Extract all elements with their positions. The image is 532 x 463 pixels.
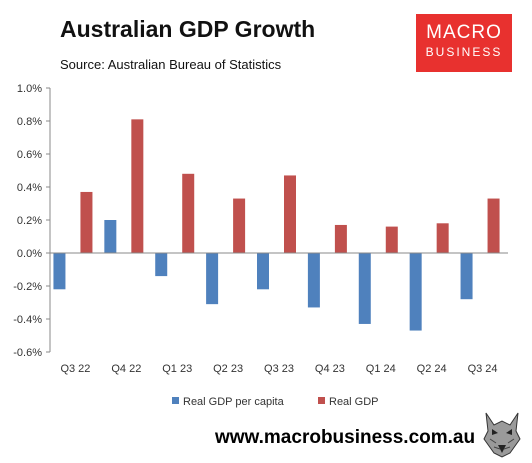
bar-real-gdp [80,191,93,253]
bar-real-gdp [284,175,296,253]
wolf-icon [480,409,524,459]
x-tick-label: Q2 23 [213,363,243,375]
bar-real-gdp [385,226,398,253]
bar-real-gdp-per-capita [155,253,168,277]
website-url: www.macrobusiness.com.au [215,427,476,448]
bar-real-gdp [334,224,347,253]
y-tick-label: 0.6% [17,149,42,161]
x-tick-label: Q1 23 [162,363,192,375]
macrobusiness-logo: MACRO BUSINESS [416,14,512,72]
bar-real-gdp [131,119,144,253]
bar-real-gdp-per-capita [460,253,473,300]
y-tick-label: -0.2% [13,281,42,293]
x-tick-label: Q3 24 [468,363,498,375]
legend-swatch [318,397,325,404]
y-tick-label: 1.0% [17,83,42,95]
bar-real-gdp-per-capita [358,253,371,324]
bar-real-gdp-per-capita [206,253,219,305]
bar-real-gdp [487,198,500,253]
x-tick-label: Q2 24 [417,363,447,375]
y-tick-label: 0.4% [17,182,42,194]
logo-line-2: BUSINESS [425,45,503,59]
y-tick-label: 0.8% [17,116,42,128]
x-tick-label: Q3 22 [60,363,90,375]
bar-real-gdp-per-capita [409,253,422,331]
x-tick-label: Q3 23 [264,363,294,375]
x-tick-label: Q1 24 [366,363,396,375]
y-tick-label: -0.4% [13,314,42,326]
x-tick-label: Q4 23 [315,363,345,375]
bar-real-gdp [182,173,195,253]
bar-real-gdp-per-capita [53,253,66,290]
y-tick-label: 0.2% [17,215,42,227]
bar-real-gdp [233,198,246,253]
y-tick-label: -0.6% [13,347,42,359]
bar-real-gdp-per-capita [307,253,320,308]
chart-title: Australian GDP Growth [60,16,316,42]
legend-label: Real GDP per capita [183,396,285,408]
y-tick-label: 0.0% [17,248,42,260]
chart-source: Source: Australian Bureau of Statistics [60,57,282,72]
bar-chart: 1.0% 0.8% 0.6% 0.4% 0.2% 0.0% -0.2% -0.4% -0.6% Q… [13,83,508,408]
legend-label: Real GDP [329,396,379,408]
logo-line-1: MACRO [426,22,502,43]
x-tick-label: Q4 22 [111,363,141,375]
bar-real-gdp-per-capita [104,220,117,253]
bar-real-gdp [436,223,449,253]
bar-real-gdp-per-capita [257,253,269,290]
legend-swatch [172,397,179,404]
